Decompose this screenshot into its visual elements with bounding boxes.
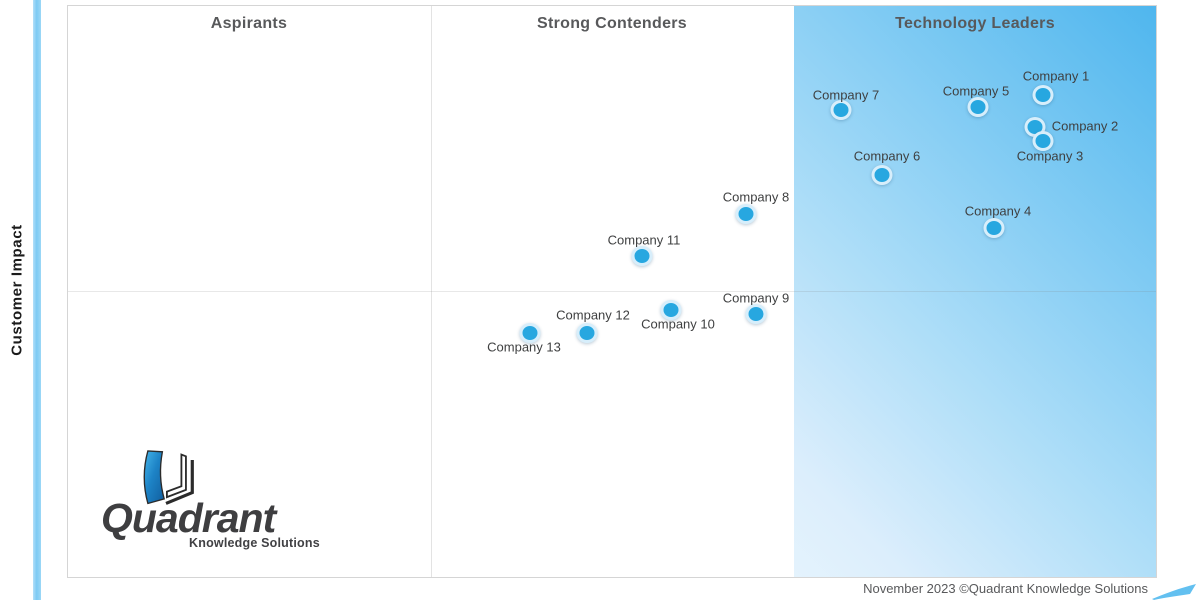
x-axis-arrow-icon: [1152, 584, 1196, 600]
quadrant-divider-horizontal: [68, 291, 1156, 292]
data-point-company-7[interactable]: [830, 100, 852, 120]
logo-tagline: Knowledge Solutions: [189, 536, 320, 550]
data-point-label: Company 9: [722, 290, 790, 306]
y-axis-bar: [33, 0, 41, 600]
points-layer: Company 1 Company 2 Company 3 Company 4 Comp…: [68, 6, 1156, 577]
data-point-company-11[interactable]: [631, 246, 653, 266]
data-point-company-8[interactable]: [735, 204, 757, 224]
data-point-label: Company 3: [1016, 148, 1084, 164]
data-point-label: Company 11: [607, 232, 681, 248]
data-point-company-3[interactable]: [1032, 131, 1054, 151]
quadrant-divider-vertical: [431, 6, 432, 577]
data-point-label: Company 8: [722, 189, 790, 205]
logo-wordmark: Quadrant: [101, 495, 276, 541]
data-point-label: Company 10: [641, 316, 715, 332]
data-point-label: Company 2: [1051, 118, 1119, 134]
plot-area: Aspirants Strong Contenders Technology L…: [67, 5, 1157, 578]
data-point-company-10[interactable]: [660, 300, 682, 320]
data-point-label: Company 13: [487, 339, 561, 355]
quadrant-logo: Quadrant Knowledge Solutions: [101, 444, 361, 556]
data-point-company-4[interactable]: [983, 218, 1005, 238]
attribution-text: November 2023 ©Quadrant Knowledge Soluti…: [863, 581, 1148, 596]
quadrant-header-aspirants: Aspirants: [210, 15, 288, 32]
data-point-company-5[interactable]: [967, 97, 989, 117]
data-point-label: Company 4: [964, 203, 1032, 219]
quadrant-header-strong-contenders: Strong Contenders: [537, 15, 687, 32]
data-point-label: Company 6: [853, 148, 921, 164]
data-point-label: Company 12: [556, 307, 630, 323]
quadrant-header-technology-leaders: Technology Leaders: [895, 15, 1055, 32]
data-point-company-6[interactable]: [871, 165, 893, 185]
data-point-label: Company 7: [812, 87, 880, 103]
y-axis-label: Customer Impact: [8, 224, 26, 356]
data-point-company-13[interactable]: [519, 323, 541, 343]
data-point-label: Company 1: [1022, 68, 1090, 84]
data-point-company-1[interactable]: [1032, 85, 1054, 105]
data-point-company-12[interactable]: [576, 323, 598, 343]
book-icon: [143, 450, 194, 505]
data-point-company-9[interactable]: [745, 304, 767, 324]
data-point-label: Company 5: [942, 83, 1010, 99]
